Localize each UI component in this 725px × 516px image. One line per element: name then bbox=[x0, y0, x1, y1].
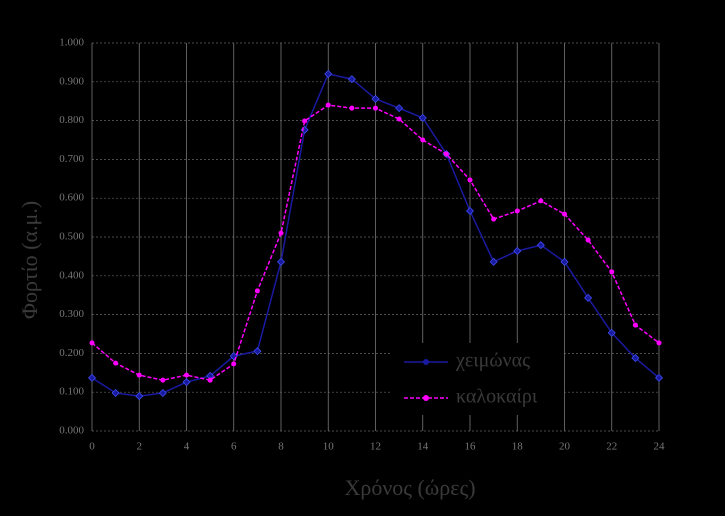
point bbox=[632, 322, 638, 328]
y-tick-label: 0.900 bbox=[59, 75, 84, 87]
point bbox=[135, 392, 144, 401]
point bbox=[562, 211, 567, 217]
x-tick-label: 2 bbox=[137, 441, 143, 453]
y-tick-label: 0.800 bbox=[59, 114, 84, 126]
x-tick-label: 8 bbox=[278, 441, 284, 453]
point bbox=[160, 377, 166, 383]
point bbox=[324, 70, 333, 79]
point bbox=[607, 328, 616, 337]
y-tick-label: 0.500 bbox=[59, 231, 84, 243]
point bbox=[466, 207, 474, 215]
y-tick-label: 1.000 bbox=[59, 37, 84, 49]
point bbox=[656, 340, 662, 346]
point bbox=[585, 237, 591, 243]
point bbox=[491, 216, 497, 222]
point bbox=[443, 151, 449, 157]
x-tick-label: 10 bbox=[323, 441, 335, 453]
x-tick-label: 18 bbox=[512, 441, 524, 453]
y-tick-label: 0.000 bbox=[59, 425, 84, 437]
point bbox=[253, 347, 262, 356]
y-tick-label: 0.700 bbox=[59, 153, 84, 165]
point bbox=[302, 118, 308, 124]
point bbox=[207, 377, 213, 383]
y-tick-label: 0.100 bbox=[59, 386, 84, 398]
point bbox=[418, 113, 427, 122]
point bbox=[467, 177, 473, 183]
point bbox=[136, 372, 142, 378]
point bbox=[231, 361, 237, 367]
x-tick-label: 14 bbox=[417, 441, 429, 453]
point bbox=[631, 354, 640, 363]
x-tick-label: 16 bbox=[465, 441, 477, 453]
point bbox=[158, 388, 167, 397]
point bbox=[655, 373, 663, 382]
point bbox=[254, 288, 260, 294]
point bbox=[113, 360, 119, 366]
point bbox=[373, 105, 378, 111]
y-axis-title: Φορτίο (α.μ.) bbox=[17, 201, 42, 319]
point bbox=[609, 269, 615, 275]
point bbox=[111, 388, 120, 397]
x-tick-label: 0 bbox=[89, 441, 95, 453]
x-axis-title: Χρόνος (ώρες) bbox=[344, 475, 475, 500]
x-tick-label: 6 bbox=[231, 441, 237, 453]
legend-marker bbox=[423, 359, 429, 365]
point bbox=[513, 246, 522, 255]
point bbox=[347, 75, 356, 84]
y-tick-label: 0.400 bbox=[59, 269, 84, 281]
legend: χειμώνας καλοκαίρι bbox=[392, 343, 562, 415]
point bbox=[514, 208, 520, 214]
legend-box bbox=[392, 343, 562, 415]
point bbox=[277, 257, 285, 266]
point bbox=[349, 105, 355, 111]
legend-label: χειμώνας bbox=[455, 350, 530, 372]
y-tick-label: 0.600 bbox=[59, 192, 84, 204]
point bbox=[396, 116, 402, 122]
y-tick-label: 0.200 bbox=[59, 347, 84, 359]
x-tick-label: 22 bbox=[606, 441, 617, 453]
x-tick-label: 4 bbox=[184, 441, 190, 453]
point bbox=[560, 257, 569, 266]
x-tick-label: 24 bbox=[654, 441, 666, 453]
point bbox=[88, 373, 96, 382]
point bbox=[184, 372, 189, 378]
point bbox=[182, 378, 191, 387]
x-tick-label: 20 bbox=[559, 441, 571, 453]
point bbox=[278, 230, 284, 236]
point bbox=[89, 340, 95, 346]
point bbox=[371, 94, 380, 103]
point bbox=[420, 137, 426, 143]
point bbox=[489, 257, 498, 266]
point bbox=[536, 241, 545, 250]
legend-marker bbox=[423, 395, 429, 401]
plot bbox=[88, 70, 663, 401]
x-tick-label: 12 bbox=[370, 441, 381, 453]
point bbox=[584, 293, 593, 302]
legend-label: καλοκαίρι bbox=[456, 386, 538, 408]
point bbox=[538, 198, 544, 204]
point bbox=[395, 104, 404, 113]
point bbox=[325, 102, 331, 108]
y-tick-label: 0.300 bbox=[59, 308, 84, 320]
